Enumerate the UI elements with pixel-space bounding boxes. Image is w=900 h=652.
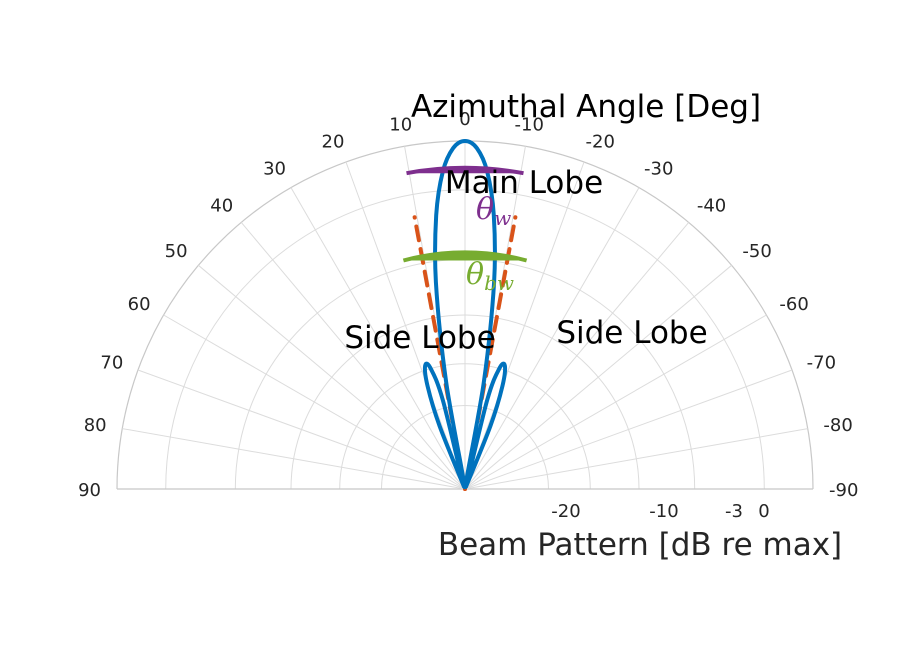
angle-tick-label: -70	[807, 352, 836, 373]
side-lobe-left-label: Side Lobe	[344, 320, 495, 356]
grid-spoke	[290, 187, 466, 490]
grid-spoke	[137, 369, 466, 490]
radial-tick-label: -20	[551, 501, 580, 522]
theta-w-label: θw	[476, 192, 511, 230]
theta-bw-arc	[402, 250, 528, 263]
beam-pattern-series	[422, 139, 508, 490]
main-lobe-label: Main Lobe	[445, 165, 603, 201]
grid-spoke	[163, 314, 466, 490]
theta-w-symbol: θ	[476, 192, 494, 227]
grid-spoke	[464, 369, 793, 490]
theta-w-subscript: w	[494, 206, 511, 230]
radial-axis-label: Beam Pattern [dB re max]	[438, 527, 842, 563]
theta-bw-subscript: bw	[484, 271, 514, 295]
angle-tick-labels: 90 80 70 60 50 40 30 20 10 0 -10 -20 -30 -40 -50 -60 -70…	[78, 109, 858, 501]
angle-tick-label: -20	[586, 131, 615, 152]
theta-bw-symbol: θ	[466, 257, 484, 292]
angle-tick-label: -90	[829, 480, 858, 501]
beam-pattern-line	[422, 139, 508, 490]
grid-spoke	[122, 428, 466, 490]
angle-tick-label: 10	[389, 115, 412, 136]
grid-spoke	[464, 314, 767, 490]
grid-spoke	[464, 161, 585, 490]
angle-tick-label: -60	[779, 294, 808, 315]
theta-bw-label: θbw	[466, 257, 514, 295]
radial-tick-labels: -20 -10 -3 0	[551, 501, 769, 522]
angle-tick-label: -50	[742, 241, 771, 262]
angle-tick-label: -30	[644, 159, 673, 180]
radial-tick-label: -3	[725, 501, 743, 522]
grid-spoke	[240, 222, 466, 490]
angle-tick-label: 40	[210, 196, 233, 217]
angle-tick-label: 30	[263, 159, 286, 180]
angle-tick-label: 90	[78, 480, 101, 501]
grid-spoke	[464, 264, 732, 490]
radial-tick-label: -10	[649, 501, 678, 522]
angle-tick-label: 60	[128, 294, 151, 315]
radial-tick-label: 0	[758, 501, 769, 522]
grid-spoke	[464, 222, 690, 490]
grid-spoke	[345, 161, 466, 490]
angle-tick-label: -80	[823, 415, 852, 436]
angle-tick-label: -40	[697, 196, 726, 217]
grid-spoke	[464, 428, 808, 490]
angle-tick-label: 80	[84, 415, 107, 436]
theta-w-arc	[406, 165, 524, 176]
beamwidth-arcs	[402, 165, 528, 263]
angle-tick-label: 50	[165, 241, 188, 262]
grid-spoke	[464, 187, 640, 490]
chart-title: Azimuthal Angle [Deg]	[411, 89, 761, 125]
angle-tick-label: 20	[322, 131, 345, 152]
angle-tick-label: 70	[100, 352, 123, 373]
grid-spoke	[198, 264, 466, 490]
angle-tick-label: -10	[515, 115, 544, 136]
angle-tick-label: 0	[459, 109, 470, 130]
side-lobe-right-label: Side Lobe	[556, 315, 707, 351]
